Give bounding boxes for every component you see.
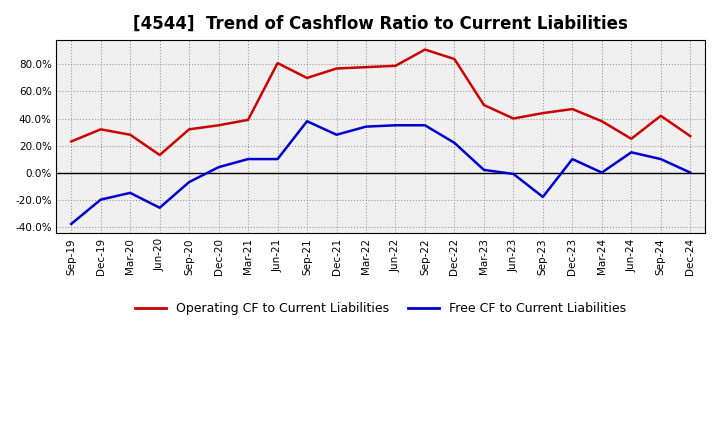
Legend: Operating CF to Current Liabilities, Free CF to Current Liabilities: Operating CF to Current Liabilities, Fre… (130, 297, 631, 320)
Title: [4544]  Trend of Cashflow Ratio to Current Liabilities: [4544] Trend of Cashflow Ratio to Curren… (133, 15, 628, 33)
